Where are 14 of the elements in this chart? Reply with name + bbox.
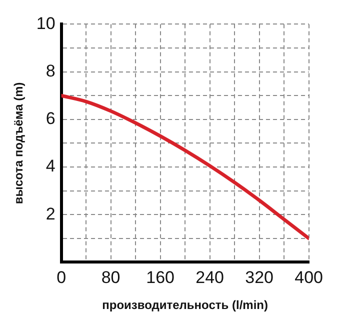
x-tick-label: 240	[196, 268, 224, 288]
y-tick-label: 2	[46, 204, 56, 224]
line-series	[61, 94, 309, 240]
x-tick-label: 400	[294, 268, 324, 288]
y-axis-title: высота подъёма (m)	[12, 82, 26, 204]
x-tick-label: 80	[101, 268, 120, 288]
x-axis-title: производительность (l/min)	[102, 298, 268, 312]
x-tick-label: 320	[245, 268, 274, 288]
y-tick-label: 6	[46, 109, 56, 128]
y-tick-label: 4	[46, 156, 56, 176]
y-tick-label: 10	[36, 14, 56, 33]
x-tick-label: 0	[56, 268, 66, 288]
x-tick-label: 160	[146, 268, 174, 288]
y-tick-label: 8	[46, 61, 56, 80]
